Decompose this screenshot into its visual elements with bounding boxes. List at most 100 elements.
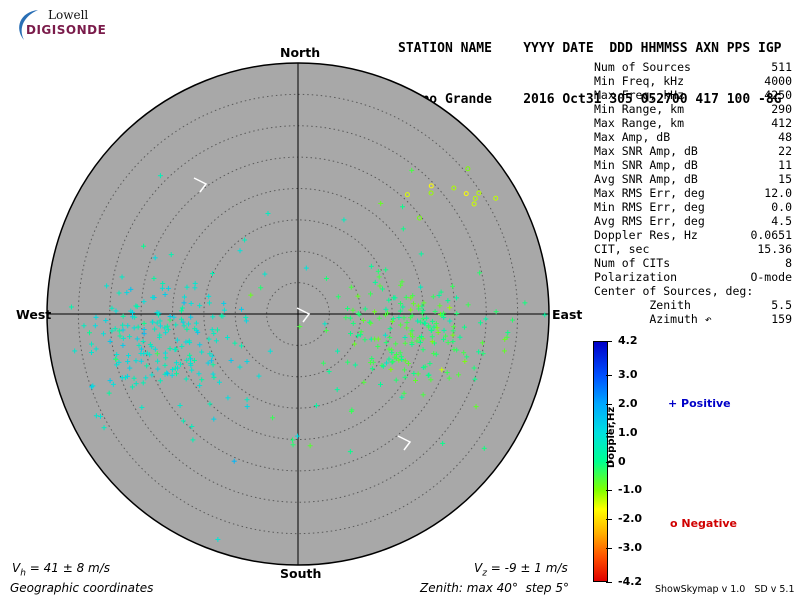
source-positive-marker [383,306,389,312]
source-positive-marker [376,274,382,280]
source-positive-marker [505,330,511,336]
source-positive-marker [163,330,169,336]
source-positive-marker [420,308,426,314]
source-positive-marker [445,298,451,304]
vz-symbol: V [474,561,483,575]
source-positive-marker [138,358,144,364]
source-positive-marker [149,344,155,350]
source-positive-marker [256,373,262,379]
stat-label: Min SNR Amp, dB [594,158,698,172]
source-positive-marker [426,324,432,330]
source-positive-marker [450,339,456,345]
source-positive-marker [196,371,202,377]
source-positive-marker [192,280,198,286]
source-positive-marker [409,341,415,347]
source-positive-marker [432,308,438,314]
source-positive-marker [465,302,471,308]
source-positive-marker [372,336,378,342]
source-positive-marker [367,291,373,297]
source-positive-marker [160,281,166,287]
stat-label: Max SNR Amp, dB [594,144,698,158]
colorbar-tick-mark [606,341,612,342]
source-positive-marker [362,306,368,312]
source-positive-marker [127,365,133,371]
source-negative-marker [428,190,434,196]
source-positive-marker [177,403,183,409]
source-positive-marker [242,237,248,243]
stat-value: 15 [778,172,792,186]
source-positive-marker [127,334,133,340]
source-positive-marker [188,356,194,362]
source-positive-marker [501,348,507,354]
source-positive-marker [183,339,189,345]
stat-value: 12.0 [764,186,792,200]
source-positive-marker [141,320,147,326]
stat-row: Max SNR Amp, dB 22 [594,144,792,158]
source-positive-marker [129,384,135,390]
source-positive-marker [454,347,460,353]
source-negative-marker [472,195,478,201]
source-positive-marker [372,279,378,285]
stat-value: 48 [778,130,792,144]
source-positive-marker [106,390,112,396]
source-positive-marker [493,309,499,315]
source-positive-marker [180,418,186,424]
source-positive-marker [439,367,445,373]
source-positive-marker [205,360,211,366]
source-positive-marker [237,364,243,370]
stat-row: Max Freq, kHz 4250 [594,88,792,102]
source-positive-marker [173,360,179,366]
source-positive-marker [189,367,195,373]
source-positive-marker [355,293,361,299]
source-positive-marker [100,331,106,337]
source-positive-marker [206,336,212,342]
source-positive-marker [159,285,165,291]
source-positive-marker [361,379,367,385]
source-positive-marker [382,332,388,338]
source-positive-marker [120,342,126,348]
logo-text-lowell: Lowell [48,8,89,22]
source-positive-marker [179,305,185,311]
source-positive-marker [135,324,141,330]
stat-row: Min SNR Amp, dB 11 [594,158,792,172]
source-positive-marker [89,341,95,347]
station-header: STATION NAME YYYY DATE DDD HHMMSS AXN PP… [398,6,782,125]
compass-north-label: North [280,45,321,60]
source-positive-marker [119,274,125,280]
source-positive-marker [368,320,374,326]
source-positive-marker [141,243,147,249]
source-positive-marker [124,373,130,379]
source-positive-marker [355,311,361,317]
stat-row: Num of Sources 511 [594,60,792,74]
source-positive-marker [350,307,356,313]
source-positive-marker [322,321,328,327]
source-positive-marker [186,321,192,327]
colorbar-tick-label: 3.0 [618,368,638,382]
source-positive-marker [388,366,394,372]
source-positive-marker [427,361,433,367]
source-positive-marker [422,364,428,370]
source-positive-marker [193,320,199,326]
source-positive-marker [396,315,402,321]
source-positive-marker [133,381,139,387]
source-positive-marker [134,336,140,342]
source-positive-marker [429,334,435,340]
source-positive-marker [270,415,276,421]
source-positive-marker [421,300,427,306]
stat-row: Min Freq, kHz 4000 [594,74,792,88]
source-positive-marker [436,292,442,298]
source-negative-marker [417,215,423,221]
source-positive-marker [464,354,470,360]
source-positive-marker [144,363,150,369]
colorbar-tick-label: 0 [618,454,626,468]
colorbar-tick-mark [606,461,612,463]
source-positive-marker [360,317,366,323]
header-column-titles: STATION NAME YYYY DATE DDD HHMMSS AXN PP… [398,41,782,56]
colorbar-tick-mark [606,547,612,549]
source-positive-marker [444,370,450,376]
source-positive-marker [180,319,186,325]
source-positive-marker [446,375,452,381]
source-positive-marker [402,340,408,346]
colorbar-tick-label: 4.2 [618,334,638,347]
source-positive-marker [143,375,149,381]
